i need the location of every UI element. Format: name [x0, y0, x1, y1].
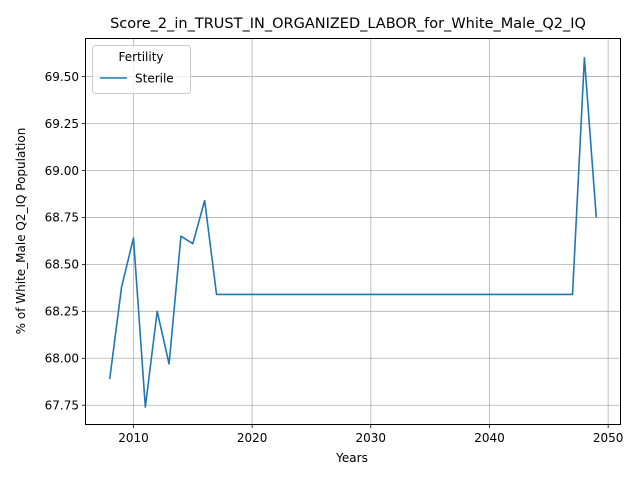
- series-line-sterile: [108, 56, 598, 408]
- y-tick-label: 68.25: [45, 305, 79, 319]
- y-tick-label: 69.00: [45, 164, 79, 178]
- x-axis-ticks: 2010 2020 2030 2040 2050: [118, 424, 623, 445]
- y-tick-label: 68.00: [45, 352, 79, 366]
- x-axis-label: Years: [335, 451, 368, 465]
- x-tick-label: 2030: [356, 431, 387, 445]
- legend-box: [92, 45, 191, 94]
- x-tick-label: 2050: [593, 431, 624, 445]
- plot-frame: [85, 38, 621, 425]
- legend-label-sterile: Sterile: [135, 72, 174, 86]
- legend-title: Fertility: [118, 50, 163, 64]
- y-tick-label: 69.25: [45, 117, 79, 131]
- y-tick-label: 69.50: [45, 70, 79, 84]
- y-tick-label: 68.75: [45, 211, 79, 225]
- chart-title: Score_2_in_TRUST_IN_ORGANIZED_LABOR_for_…: [110, 16, 586, 32]
- y-axis-ticks: 67.75 68.00 68.25 68.50 68.75 69.00 69.25 69.50: [45, 70, 86, 413]
- grid-lines: [86, 39, 620, 424]
- y-axis-label: % of White_Male Q2_IQ Population: [14, 128, 28, 335]
- legend: Fertility Sterile: [92, 45, 191, 94]
- y-tick-label: 67.75: [45, 399, 79, 413]
- series-layer: [108, 56, 598, 408]
- x-tick-label: 2010: [118, 431, 149, 445]
- y-tick-label: 68.50: [45, 258, 79, 272]
- x-tick-label: 2020: [237, 431, 268, 445]
- x-tick-label: 2040: [474, 431, 505, 445]
